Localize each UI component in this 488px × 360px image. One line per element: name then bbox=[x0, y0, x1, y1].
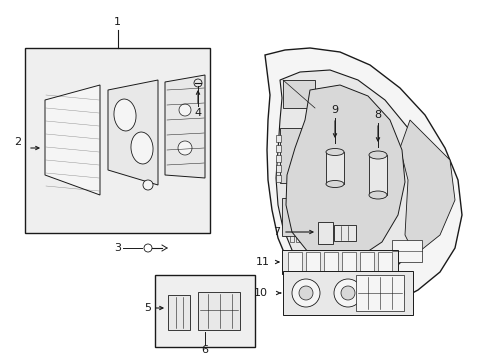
Circle shape bbox=[333, 279, 361, 307]
Bar bbox=[302, 236, 305, 242]
Bar bbox=[305, 252, 319, 272]
Text: 6: 6 bbox=[201, 345, 208, 355]
Bar bbox=[198, 292, 240, 330]
Circle shape bbox=[179, 104, 191, 116]
Text: 1: 1 bbox=[114, 17, 121, 27]
Ellipse shape bbox=[325, 148, 343, 156]
Polygon shape bbox=[108, 80, 158, 185]
Bar bbox=[324, 252, 337, 272]
Polygon shape bbox=[285, 85, 404, 262]
Bar bbox=[325, 152, 343, 184]
Circle shape bbox=[375, 279, 403, 307]
Bar bbox=[275, 165, 281, 172]
Bar bbox=[341, 252, 355, 272]
Text: 7: 7 bbox=[273, 227, 280, 237]
Bar bbox=[317, 222, 332, 244]
Ellipse shape bbox=[325, 180, 343, 188]
Ellipse shape bbox=[131, 132, 153, 164]
Bar bbox=[275, 145, 281, 152]
Text: 11: 11 bbox=[256, 257, 269, 267]
Text: 5: 5 bbox=[144, 303, 151, 313]
Bar bbox=[391, 240, 421, 262]
Bar bbox=[283, 271, 412, 315]
Circle shape bbox=[298, 286, 312, 300]
Circle shape bbox=[291, 279, 319, 307]
Circle shape bbox=[142, 180, 153, 190]
Bar bbox=[287, 252, 302, 272]
Bar bbox=[355, 275, 403, 311]
Polygon shape bbox=[275, 70, 431, 285]
Text: 9: 9 bbox=[331, 105, 338, 115]
Ellipse shape bbox=[114, 99, 136, 131]
Bar bbox=[275, 175, 281, 182]
Bar bbox=[368, 155, 386, 195]
Ellipse shape bbox=[368, 151, 386, 159]
Polygon shape bbox=[264, 48, 461, 310]
Bar bbox=[25, 48, 209, 233]
Bar bbox=[282, 250, 397, 274]
Circle shape bbox=[194, 79, 202, 87]
Bar bbox=[275, 135, 281, 142]
Bar bbox=[333, 225, 355, 241]
Circle shape bbox=[340, 286, 354, 300]
Bar bbox=[377, 252, 391, 272]
Bar bbox=[155, 275, 254, 347]
Bar bbox=[282, 198, 306, 236]
Bar bbox=[280, 128, 307, 183]
Circle shape bbox=[178, 141, 192, 155]
Ellipse shape bbox=[368, 191, 386, 199]
Text: 4: 4 bbox=[194, 108, 201, 118]
Text: 10: 10 bbox=[253, 288, 267, 298]
Polygon shape bbox=[164, 75, 204, 178]
Bar bbox=[359, 252, 373, 272]
Bar bbox=[289, 236, 293, 242]
Bar bbox=[275, 155, 281, 162]
Bar bbox=[307, 236, 311, 242]
Polygon shape bbox=[45, 85, 100, 195]
Text: 3: 3 bbox=[114, 243, 121, 253]
Bar bbox=[283, 80, 314, 108]
Polygon shape bbox=[399, 120, 454, 255]
Text: 2: 2 bbox=[15, 137, 21, 147]
Bar bbox=[168, 295, 190, 330]
Circle shape bbox=[382, 286, 396, 300]
Text: 8: 8 bbox=[374, 110, 381, 120]
Bar bbox=[295, 236, 299, 242]
